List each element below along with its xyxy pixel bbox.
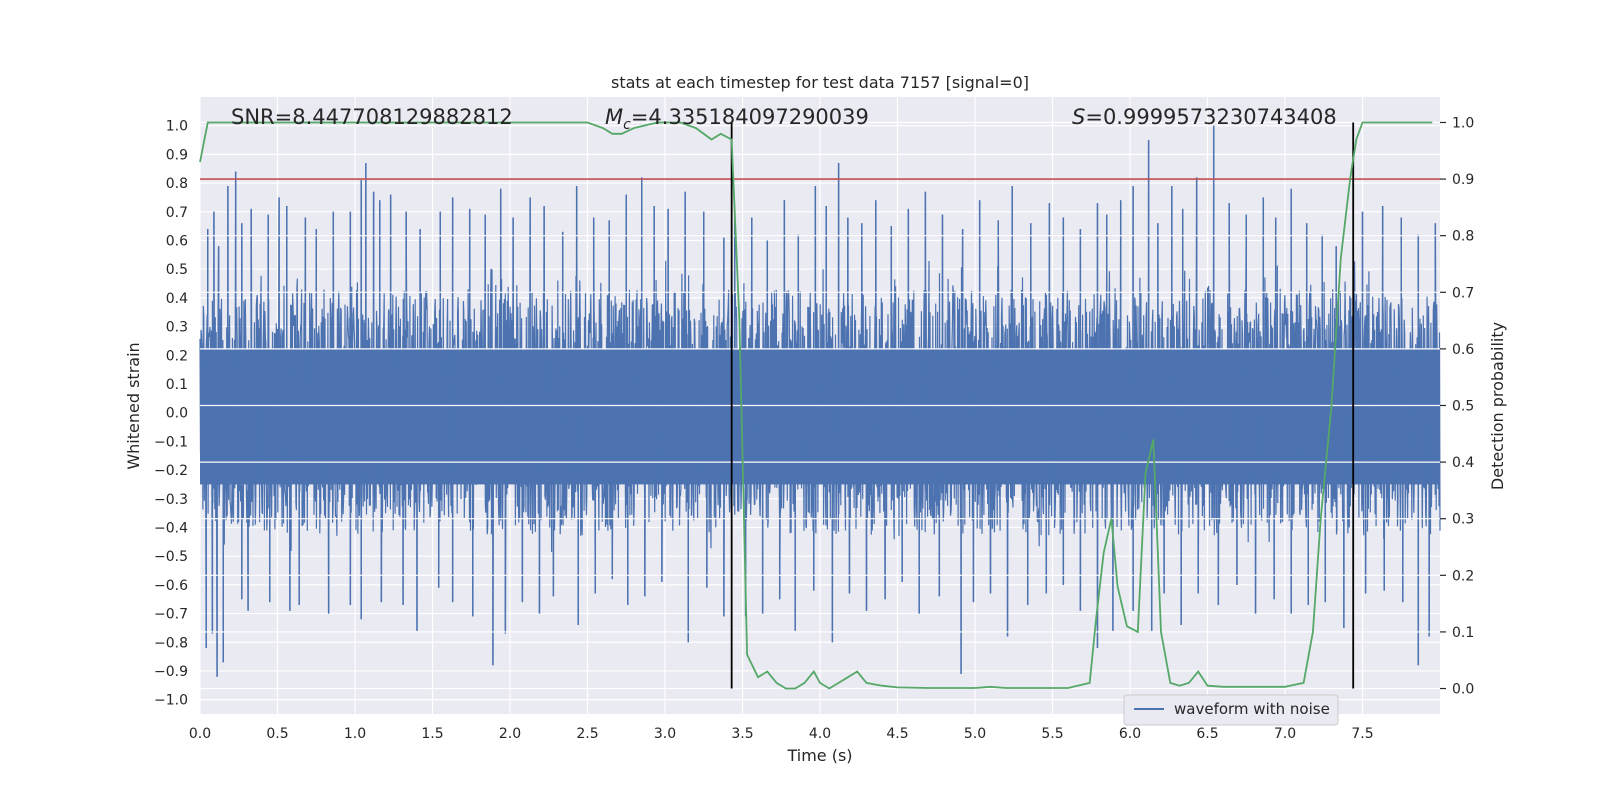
y-tick-label-right: 0.6 xyxy=(1452,342,1474,358)
y-tick-label-right: 0.4 xyxy=(1452,455,1474,471)
x-tick-label: 7.5 xyxy=(1351,726,1373,742)
y-tick-label-left: −0.1 xyxy=(154,434,188,450)
score-symbol: S xyxy=(1072,105,1085,129)
y-axis-label-left: Whitened strain xyxy=(124,342,143,469)
x-tick-labels: 0.0 0.5 1.0 1.5 2.0 2.5 3.0 3.5 4.0 4.5 5.0 5.5 6.0 6… xyxy=(189,726,1374,742)
y-tick-label-left: −0.9 xyxy=(154,664,188,680)
y-tick-label-left: −0.6 xyxy=(154,578,188,594)
y-tick-label-left: 0.5 xyxy=(166,262,188,278)
score-value: =0.9999573230743408 xyxy=(1085,105,1336,129)
x-tick-label: 6.0 xyxy=(1119,726,1141,742)
x-tick-label: 4.5 xyxy=(886,726,908,742)
y-tick-label-right: 0.5 xyxy=(1452,399,1474,415)
x-tick-label: 4.0 xyxy=(809,726,831,742)
y-tick-label-left: 1.0 xyxy=(166,119,188,135)
y-tick-label-right: 0.1 xyxy=(1452,625,1474,641)
y-tick-label-right: 0.9 xyxy=(1452,172,1474,188)
score-annotation: S=0.9999573230743408 xyxy=(1072,105,1337,129)
y-tick-label-left: 0.4 xyxy=(166,291,188,307)
y-tick-label-left: −0.5 xyxy=(154,549,188,565)
y-tick-label-right: 0.8 xyxy=(1452,229,1474,245)
y-tick-label-right: 0.2 xyxy=(1452,568,1474,584)
waveform-series xyxy=(199,121,1441,690)
x-axis-label: Time (s) xyxy=(786,746,852,765)
y-tick-labels-right: 1.0 0.9 0.8 0.7 0.6 0.5 0.4 0.3 0.2 0.1 0.0 xyxy=(1440,115,1474,698)
x-tick-label: 3.5 xyxy=(731,726,753,742)
x-tick-label: 0.5 xyxy=(266,726,288,742)
chirp-mass-annotation: Mc=4.335184097290039 xyxy=(605,105,869,133)
y-tick-label-left: −0.4 xyxy=(154,520,188,536)
y-tick-label-right: 1.0 xyxy=(1452,115,1474,131)
y-tick-label-left: 0.1 xyxy=(166,377,188,393)
x-tick-label: 3.0 xyxy=(654,726,676,742)
y-tick-label-left: 0.0 xyxy=(166,406,188,422)
detection-probability-line xyxy=(199,121,1433,690)
snr-annotation: SNR=8.447708129882812 xyxy=(231,105,513,129)
y-tick-label-left: 0.9 xyxy=(166,147,188,163)
y-tick-label-left: −0.7 xyxy=(154,607,188,623)
y-tick-label-left: 0.3 xyxy=(166,320,188,336)
x-tick-label: 2.5 xyxy=(576,726,598,742)
y-tick-label-left: 0.6 xyxy=(166,233,188,249)
y-tick-labels-left: 1.0 0.9 0.8 0.7 0.6 0.5 0.4 0.3 0.2 0.1 0.0 −0.1 −0.… xyxy=(154,119,188,709)
x-tick-label: 6.5 xyxy=(1196,726,1218,742)
y-tick-label-right: 0.3 xyxy=(1452,512,1474,528)
x-tick-label: 1.5 xyxy=(421,726,443,742)
y-tick-label-left: −1.0 xyxy=(154,693,188,709)
x-tick-label: 2.0 xyxy=(499,726,521,742)
y-tick-label-left: −0.8 xyxy=(154,635,188,651)
chirp-mass-value: =4.335184097290039 xyxy=(631,105,869,129)
y-tick-label-left: 0.7 xyxy=(166,205,188,221)
x-tick-label: 1.0 xyxy=(344,726,366,742)
legend: waveform with noise xyxy=(1123,694,1339,726)
chirp-mass-symbol: M xyxy=(605,105,623,129)
legend-label-waveform: waveform with noise xyxy=(1174,700,1330,718)
chirp-mass-subscript: c xyxy=(623,117,631,133)
chart-title: stats at each timestep for test data 715… xyxy=(611,73,1029,92)
y-tick-label-right: 0.7 xyxy=(1452,285,1474,301)
y-tick-label-right: 0.0 xyxy=(1452,682,1474,698)
x-tick-label: 0.0 xyxy=(189,726,211,742)
vertical-markers xyxy=(730,122,1355,689)
x-tick-label: 5.0 xyxy=(964,726,986,742)
y-tick-label-left: −0.3 xyxy=(154,492,188,508)
y-tick-label-left: 0.2 xyxy=(166,348,188,364)
x-tick-label: 5.5 xyxy=(1041,726,1063,742)
y-axis-label-right: Detection probability xyxy=(1488,322,1507,490)
y-tick-label-left: 0.8 xyxy=(166,176,188,192)
y-tick-label-left: −0.2 xyxy=(154,463,188,479)
legend-box xyxy=(1123,694,1339,726)
x-tick-label: 7.0 xyxy=(1274,726,1296,742)
